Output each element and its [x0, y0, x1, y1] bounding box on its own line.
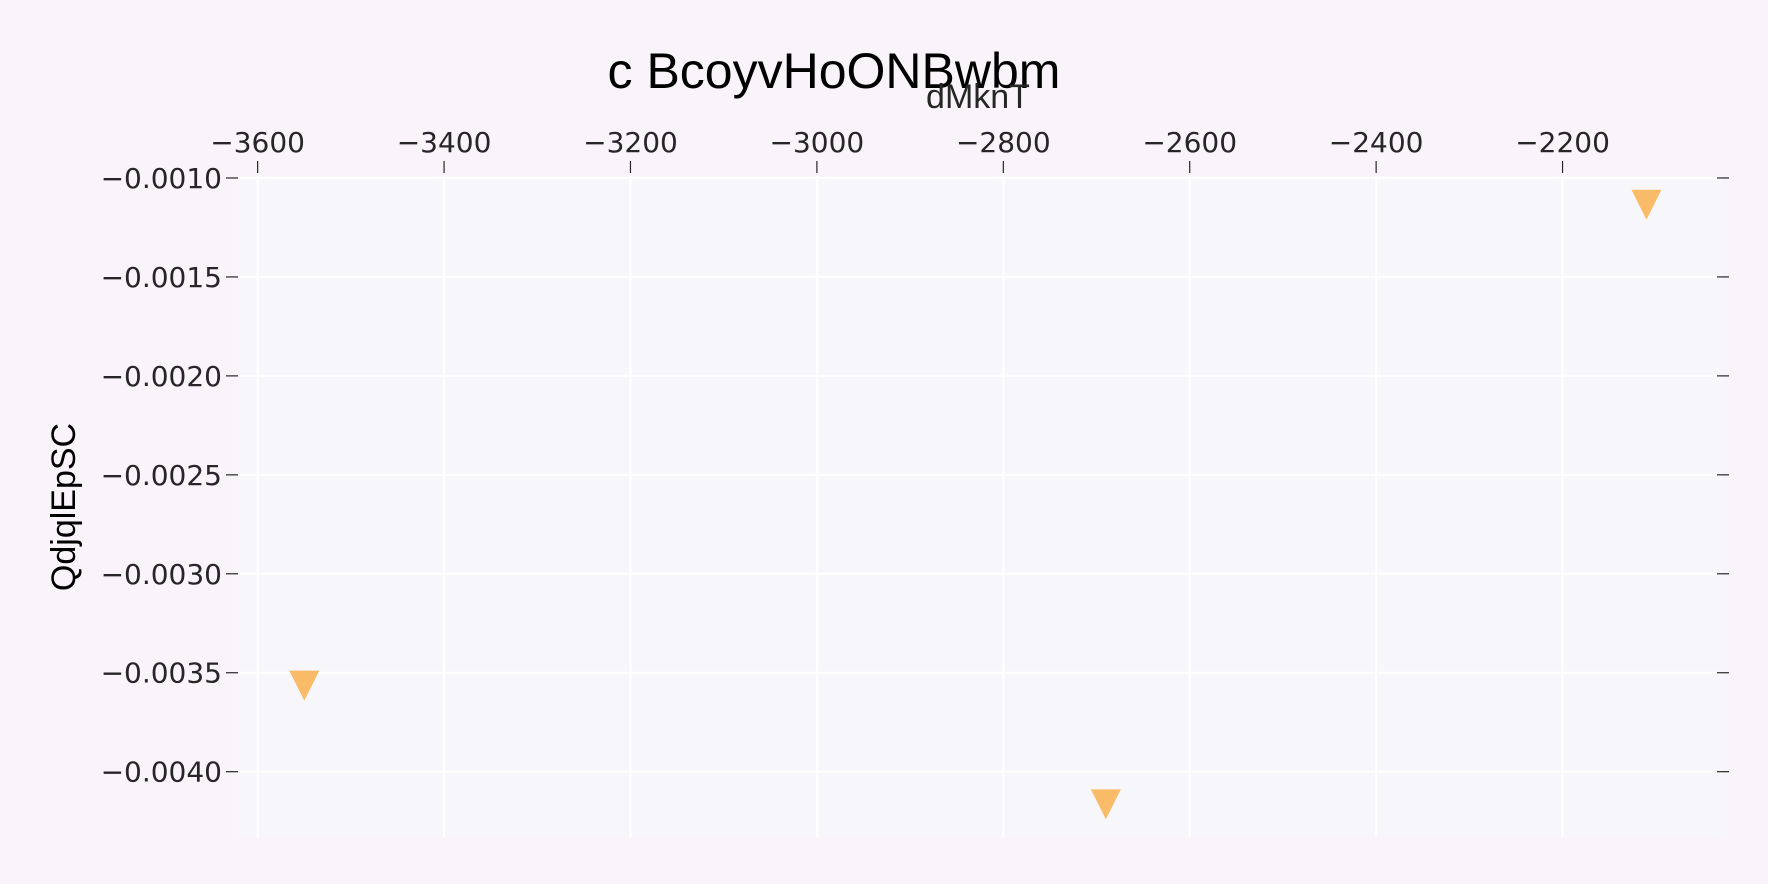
plot-area	[239, 176, 1721, 837]
grid-lines	[239, 176, 1721, 837]
axis-ticks: −3600 −3400 −3200 −3000 −2800 −2600 −2400 −2200…	[101, 126, 1729, 789]
data-point-triangle	[1631, 189, 1662, 220]
x-tick-label: −3000	[770, 126, 865, 159]
y-axis-label: QdjqlEpSC	[45, 423, 83, 591]
x-tick-label: −2600	[1142, 126, 1237, 159]
y-tick-label: −0.0020	[101, 360, 222, 393]
data-points	[289, 189, 1662, 820]
x-tick-label: −3200	[583, 126, 678, 159]
y-tick-label: −0.0035	[101, 657, 222, 690]
data-point-triangle	[1090, 789, 1121, 820]
x-tick-label: −2800	[956, 126, 1051, 159]
y-tick-label: −0.0015	[101, 261, 222, 294]
y-tick-label: −0.0040	[101, 756, 222, 789]
y-tick-label: −0.0010	[101, 162, 222, 195]
x-tick-label: −2200	[1515, 126, 1610, 159]
chart-title: c BcoyvHoONBwbm	[608, 43, 1061, 99]
x-axis-label: dMknT	[926, 78, 1030, 116]
y-tick-label: −0.0030	[101, 558, 222, 591]
x-tick-label: −3400	[397, 126, 492, 159]
x-tick-label: −2400	[1329, 126, 1424, 159]
x-tick-label: −3600	[210, 126, 305, 159]
y-tick-label: −0.0025	[101, 459, 222, 492]
data-point-triangle	[289, 670, 320, 701]
